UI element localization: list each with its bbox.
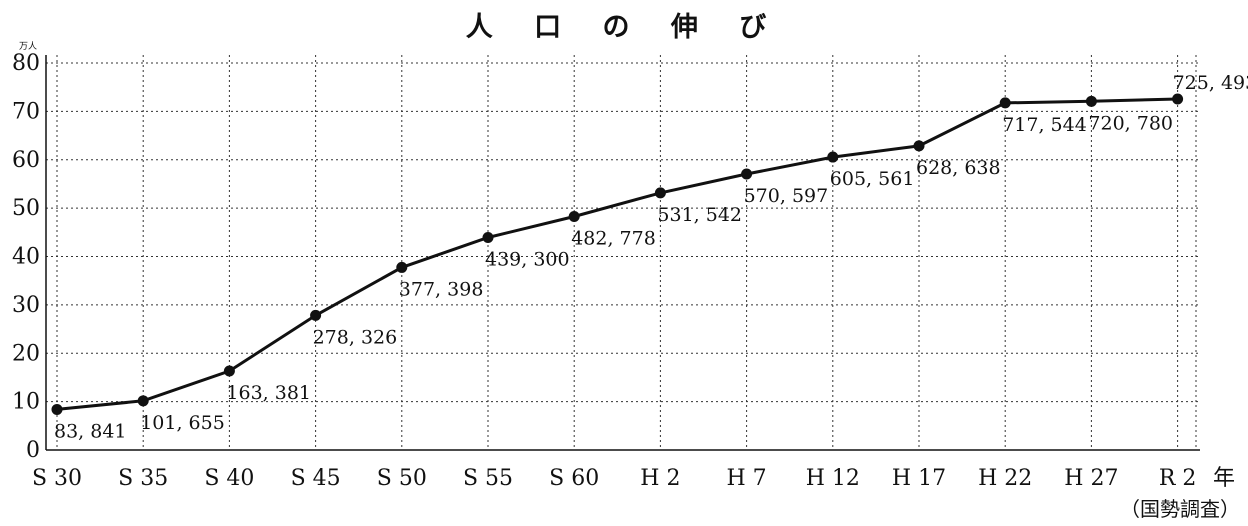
grid (46, 55, 1200, 450)
data-points (51, 93, 1184, 415)
y-tick-label: 60 (12, 148, 40, 173)
data-point (741, 168, 753, 180)
data-label: 605, 561 (830, 168, 915, 190)
y-tick-label: 50 (12, 196, 40, 221)
x-tick-label: S 45 (291, 466, 341, 491)
x-tick-label: H 12 (806, 466, 860, 491)
data-point (568, 210, 580, 222)
chart-title: 人 口 の 伸 び (466, 12, 783, 43)
x-tick-label: S 35 (118, 466, 168, 491)
source-note: （国勢調査） (1120, 497, 1240, 521)
data-point (999, 97, 1011, 109)
data-point (913, 140, 925, 152)
data-label: 482, 778 (571, 227, 656, 249)
data-label: 725, 493 (1173, 72, 1248, 94)
data-label: 377, 398 (399, 278, 484, 300)
data-point (654, 187, 666, 199)
data-point (51, 403, 63, 415)
y-tick-label: 80 (12, 51, 40, 76)
data-point (1172, 93, 1184, 105)
data-point (827, 151, 839, 163)
data-point (1085, 95, 1097, 107)
x-tick-label: S 40 (204, 466, 254, 491)
data-point (482, 231, 494, 243)
x-tick-label: H 22 (978, 466, 1032, 491)
y-tick-label: 30 (12, 293, 40, 318)
y-unit-label: 万人 (19, 41, 37, 52)
y-tick-label: 0 (26, 438, 40, 463)
data-point (396, 261, 408, 273)
data-label: 163, 381 (226, 382, 311, 404)
x-tick-label: H 17 (892, 466, 946, 491)
y-tick-labels: 0 10 20 30 40 50 60 70 80 (12, 51, 40, 463)
data-label: 720, 780 (1088, 112, 1173, 134)
x-unit-label: 年 (1213, 466, 1235, 491)
y-tick-label: 20 (12, 341, 40, 366)
y-tick-label: 40 (12, 245, 40, 270)
data-label: 717, 544 (1002, 114, 1087, 136)
x-tick-label: S 30 (32, 466, 82, 491)
data-label: 570, 597 (744, 185, 829, 207)
data-label: 278, 326 (313, 326, 398, 348)
data-label: 531, 542 (657, 204, 742, 226)
data-label: 101, 655 (140, 412, 225, 434)
x-tick-label: S 60 (549, 466, 599, 491)
y-tick-label: 70 (12, 99, 40, 124)
data-label: 439, 300 (485, 248, 570, 270)
data-point (223, 365, 235, 377)
data-point (137, 395, 149, 407)
data-label: 628, 638 (916, 157, 1001, 179)
x-tick-label: H 7 (727, 466, 767, 491)
data-label: 83, 841 (54, 420, 127, 442)
series-line (56, 97, 1178, 411)
x-tick-label: S 50 (377, 466, 427, 491)
data-point (310, 309, 322, 321)
y-tick-label: 10 (12, 390, 40, 415)
x-tick-label: H 2 (640, 466, 680, 491)
x-tick-label: H 27 (1064, 466, 1118, 491)
x-tick-label: S 55 (463, 466, 513, 491)
x-tick-labels: S 30 S 35 S 40 S 45 S 50 S 55 S 60 H 2 H 7 H 12 H … (32, 466, 1235, 491)
x-tick-label: R 2 (1159, 466, 1197, 491)
